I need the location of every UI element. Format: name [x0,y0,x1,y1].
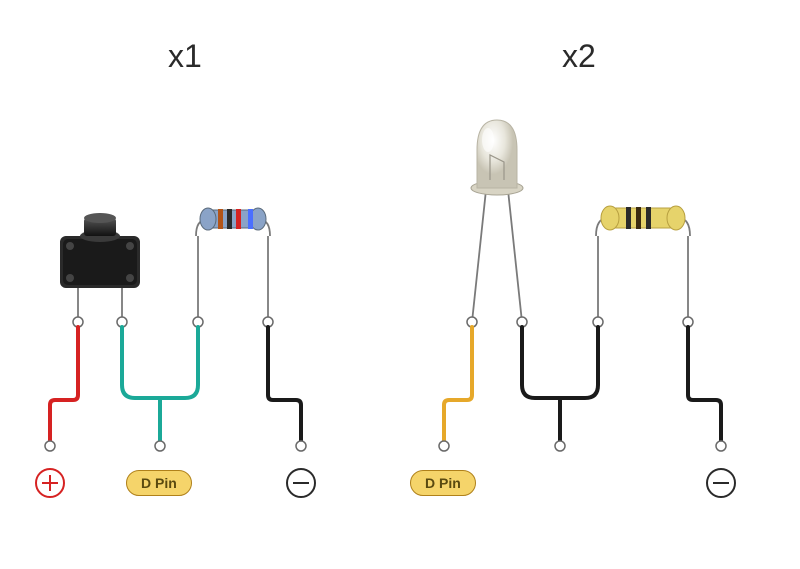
wire-ground-r-d [688,327,721,442]
wire-ground-r-a [522,327,560,398]
wire-signal-right [444,327,472,442]
resistor-right [596,206,690,322]
push-button [60,213,140,288]
wire-ground-left [268,327,301,442]
wire-positive [50,327,78,442]
wire-signal-a [122,327,160,398]
plus-symbol [35,468,65,498]
circuit-diagram [0,0,800,569]
left-title: x1 [168,38,202,75]
minus-symbol-left [286,468,316,498]
right-title: x2 [562,38,596,75]
dpin-label-left: D Pin [126,470,192,496]
left-circuit [45,208,306,451]
right-circuit [439,120,726,451]
minus-symbol-right [706,468,736,498]
dpin-label-right: D Pin [410,470,476,496]
wire-signal-b [160,327,198,398]
wire-ground-r-b [560,327,598,398]
led [471,120,523,322]
resistor-left [196,208,270,322]
